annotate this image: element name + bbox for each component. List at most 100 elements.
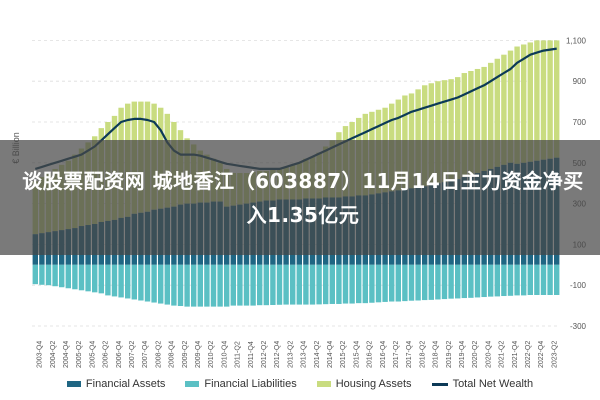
x-tick-label: 2023-Q2 [551, 341, 558, 368]
financial-liabilities-bar [553, 264, 560, 295]
financial-liabilities-bar [408, 264, 415, 301]
x-tick-label: 2010-Q2 [208, 341, 215, 368]
financial-liabilities-bar [461, 264, 468, 299]
financial-liabilities-bar [52, 264, 58, 287]
housing-assets-bar [474, 68, 481, 173]
housing-assets-bar [501, 54, 507, 165]
x-tick-label: 2020-Q2 [472, 341, 479, 368]
financial-liabilities-bar [283, 264, 289, 305]
x-tick-label: 2013-Q2 [287, 341, 294, 368]
financial-liabilities-bar [32, 264, 39, 285]
housing-assets-bar [421, 85, 428, 187]
housing-assets-bar [441, 80, 448, 183]
financial-liabilities-bar [210, 264, 217, 307]
financial-liabilities-bar [520, 264, 527, 296]
financial-liabilities-bar [289, 264, 296, 305]
x-tick-label: 2004-Q4 [63, 341, 70, 368]
x-tick-label: 2019-Q4 [459, 341, 466, 368]
financial-liabilities-bar [144, 264, 151, 302]
x-tick-label: 2011-Q2 [235, 341, 242, 368]
financial-liabilities-bar [527, 264, 534, 295]
housing-assets-bar [487, 62, 494, 169]
x-tick-label: 2016-Q4 [380, 341, 387, 368]
housing-assets-bar [428, 83, 435, 186]
x-tick-label: 2003-Q4 [37, 341, 44, 368]
financial-liabilities-bar [184, 264, 190, 307]
financial-liabilities-bar [375, 264, 382, 303]
legend-swatch-financial-assets [66, 381, 81, 387]
financial-liabilities-bar [355, 264, 362, 304]
financial-liabilities-bar [454, 264, 461, 299]
x-tick-label: 2006-Q2 [103, 341, 110, 368]
x-tick-label: 2004-Q2 [50, 341, 57, 368]
financial-liabilities-bar [72, 264, 78, 290]
x-tick-label: 2008-Q2 [155, 341, 162, 368]
headline-banner [0, 140, 600, 255]
legend-label: Financial Assets [85, 378, 166, 390]
financial-liabilities-bar [534, 264, 540, 295]
financial-liabilities-bar [501, 264, 507, 297]
financial-liabilities-bar [39, 264, 45, 285]
housing-assets-bar [547, 40, 553, 159]
x-tick-label: 2008-Q4 [169, 341, 176, 368]
x-tick-label: 2009-Q2 [182, 341, 189, 368]
legend-swatch-financial-liabilities [185, 381, 200, 387]
financial-liabilities-bar [336, 264, 342, 304]
y-tick-label: 700 [573, 118, 587, 127]
financial-liabilities-bar [91, 264, 98, 293]
financial-liabilities-bar [421, 264, 428, 301]
x-tick-label: 2012-Q4 [274, 341, 281, 368]
financial-liabilities-bar [78, 264, 85, 291]
financial-liabilities-bar [309, 264, 316, 305]
x-tick-label: 2022-Q4 [538, 341, 545, 368]
financial-liabilities-bar [223, 264, 230, 307]
y-tick-label: -100 [570, 281, 587, 290]
financial-liabilities-bar [474, 264, 481, 298]
financial-liabilities-bar [177, 264, 184, 307]
housing-assets-bar [461, 73, 468, 178]
x-tick-label: 2014-Q2 [314, 341, 321, 368]
financial-liabilities-bar [151, 264, 157, 303]
financial-liabilities-bar [204, 264, 210, 307]
financial-liabilities-bar [85, 264, 91, 292]
x-tick-label: 2005-Q4 [89, 341, 96, 368]
financial-liabilities-bar [98, 264, 105, 294]
financial-liabilities-bar [243, 264, 250, 306]
financial-liabilities-bar [303, 264, 309, 305]
x-tick-label: 2018-Q4 [433, 341, 440, 368]
housing-assets-bar [448, 79, 454, 182]
headline-text: 谈股票配资网 城地香江（603887）11月14日主力资金净买入1.35亿元 [22, 169, 584, 227]
financial-liabilities-bar [230, 264, 237, 306]
financial-liabilities-bar [468, 264, 474, 298]
financial-liabilities-bar [157, 264, 164, 304]
financial-liabilities-bar [124, 264, 131, 299]
financial-liabilities-bar [382, 264, 388, 302]
x-tick-label: 2006-Q4 [116, 341, 123, 368]
financial-liabilities-bar [428, 264, 435, 300]
housing-assets-bar [454, 77, 461, 180]
financial-liabilities-bar [540, 264, 547, 295]
housing-assets-bar [527, 42, 534, 162]
x-tick-label: 2018-Q2 [419, 341, 426, 368]
x-tick-label: 2014-Q4 [327, 341, 334, 368]
x-tick-label: 2015-Q4 [353, 341, 360, 368]
financial-liabilities-bar [164, 264, 171, 305]
housing-assets-bar [540, 40, 547, 160]
x-tick-label: 2007-Q4 [142, 341, 149, 368]
financial-liabilities-bar [481, 264, 487, 298]
financial-liabilities-bar [111, 264, 118, 297]
legend-item-total-net-wealth: Total Net Wealth [431, 378, 533, 390]
financial-liabilities-bar [322, 264, 329, 305]
housing-assets-bar [534, 40, 540, 161]
housing-assets-bar [435, 81, 441, 184]
housing-assets-bar [507, 50, 514, 163]
financial-liabilities-bar [494, 264, 501, 297]
legend-item-housing-assets: Housing Assets [316, 378, 412, 390]
legend-swatch-total-net-wealth [431, 382, 448, 386]
x-tick-label: 2020-Q4 [485, 341, 492, 368]
x-tick-label: 2010-Q4 [221, 341, 228, 368]
housing-assets-bar [494, 58, 501, 167]
financial-liabilities-bar [349, 264, 355, 304]
housing-assets-bar [481, 66, 487, 171]
y-tick-label: -300 [570, 322, 587, 331]
